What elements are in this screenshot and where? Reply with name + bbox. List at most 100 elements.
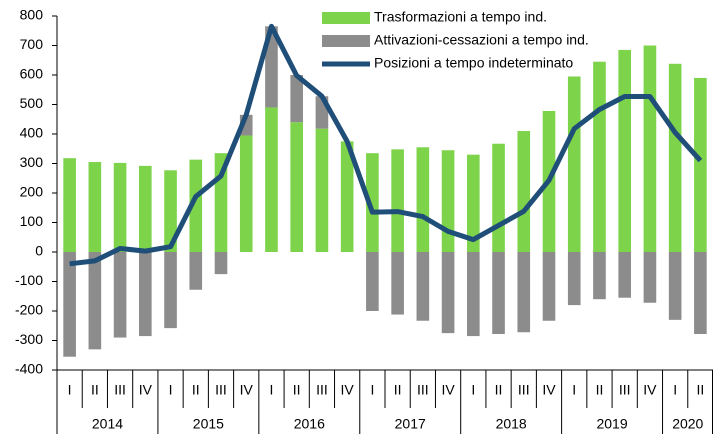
year-label: 2020 xyxy=(672,416,703,432)
x-tick-label: III xyxy=(417,382,429,398)
bar xyxy=(643,252,657,303)
bar xyxy=(265,107,278,252)
x-tick-label: IV xyxy=(341,382,355,398)
bar xyxy=(416,252,430,321)
y-tick-label: -100 xyxy=(15,272,43,288)
x-tick-label: I xyxy=(673,382,677,398)
bar xyxy=(340,141,354,252)
bar xyxy=(189,252,203,290)
bar xyxy=(366,252,379,311)
y-tick-label: 500 xyxy=(20,95,44,111)
legend-swatch xyxy=(322,35,370,47)
x-tick-label: IV xyxy=(139,382,153,398)
bar xyxy=(567,252,581,306)
bar xyxy=(113,162,127,252)
bar xyxy=(618,49,631,252)
x-tick-label: IV xyxy=(643,382,657,398)
bar xyxy=(618,252,631,298)
bar xyxy=(88,162,102,252)
bar xyxy=(164,170,177,252)
bar xyxy=(416,147,430,252)
x-tick-label: III xyxy=(619,382,631,398)
bar xyxy=(517,131,531,252)
year-label: 2019 xyxy=(596,416,627,432)
bar xyxy=(467,252,480,337)
bar xyxy=(391,149,404,252)
y-tick-label: -300 xyxy=(15,331,43,347)
y-tick-label: 200 xyxy=(20,184,44,200)
bar xyxy=(63,252,76,357)
x-tick-label: II xyxy=(192,382,200,398)
legend-label: Trasformazioni a tempo ind. xyxy=(374,9,547,25)
bar xyxy=(517,252,531,333)
x-tick-label: III xyxy=(114,382,126,398)
year-label: 2014 xyxy=(92,416,123,432)
x-tick-label: I xyxy=(270,382,274,398)
bar xyxy=(139,165,152,252)
bar xyxy=(694,252,707,335)
x-tick-label: II xyxy=(696,382,704,398)
x-tick-label: II xyxy=(293,382,301,398)
y-tick-label: -200 xyxy=(15,302,43,318)
bar xyxy=(441,150,455,252)
x-tick-label: I xyxy=(169,382,173,398)
x-tick-label: III xyxy=(518,382,530,398)
bar xyxy=(668,252,682,320)
bar xyxy=(694,77,707,252)
year-label: 2017 xyxy=(395,416,426,432)
line xyxy=(69,23,703,267)
bar xyxy=(668,63,682,252)
y-tick-label: -400 xyxy=(15,361,43,377)
x-tick-label: I xyxy=(370,382,374,398)
x-tick-label: II xyxy=(495,382,503,398)
bar xyxy=(593,252,606,300)
legend-label: Attivazioni-cessazioni a tempo ind. xyxy=(374,32,589,48)
x-tick-label: II xyxy=(394,382,402,398)
x-tick-label: II xyxy=(596,382,604,398)
y-tick-label: 400 xyxy=(20,125,44,141)
y-tick-label: 800 xyxy=(20,7,44,23)
bar xyxy=(88,252,102,350)
bar xyxy=(139,252,152,337)
bar xyxy=(643,45,657,252)
x-tick-label: III xyxy=(215,382,227,398)
y-tick-label: 0 xyxy=(35,243,43,259)
bar xyxy=(391,252,404,315)
bar xyxy=(492,143,505,252)
legend-swatch xyxy=(322,12,370,24)
y-tick-label: 300 xyxy=(20,154,44,170)
x-tick-label: IV xyxy=(240,382,254,398)
bar xyxy=(366,153,379,252)
y-tick-label: 100 xyxy=(20,213,44,229)
bar xyxy=(567,76,581,252)
year-label: 2015 xyxy=(193,416,224,432)
bar xyxy=(214,252,228,275)
bar xyxy=(290,75,303,123)
year-label: 2016 xyxy=(294,416,325,432)
x-tick-label: I xyxy=(572,382,576,398)
bar xyxy=(265,26,278,108)
x-tick-label: III xyxy=(316,382,328,398)
bar xyxy=(63,158,76,252)
bar xyxy=(290,122,303,252)
x-tick-label: IV xyxy=(542,382,556,398)
bar xyxy=(467,154,480,252)
bar xyxy=(441,252,455,334)
legend-label: Posizioni a tempo indeterminato xyxy=(374,55,573,71)
bar xyxy=(239,135,253,252)
x-tick-label: IV xyxy=(441,382,455,398)
x-tick-label: II xyxy=(91,382,99,398)
y-tick-label: 700 xyxy=(20,36,44,52)
bar xyxy=(164,252,177,329)
x-tick-label: I xyxy=(471,382,475,398)
bar xyxy=(492,252,505,335)
year-label: 2018 xyxy=(496,416,527,432)
x-tick-label: I xyxy=(68,382,72,398)
bar xyxy=(315,128,329,252)
bar xyxy=(593,61,606,252)
bar xyxy=(113,252,127,338)
y-tick-label: 600 xyxy=(20,66,44,82)
bar xyxy=(189,159,203,252)
bar xyxy=(542,252,556,321)
